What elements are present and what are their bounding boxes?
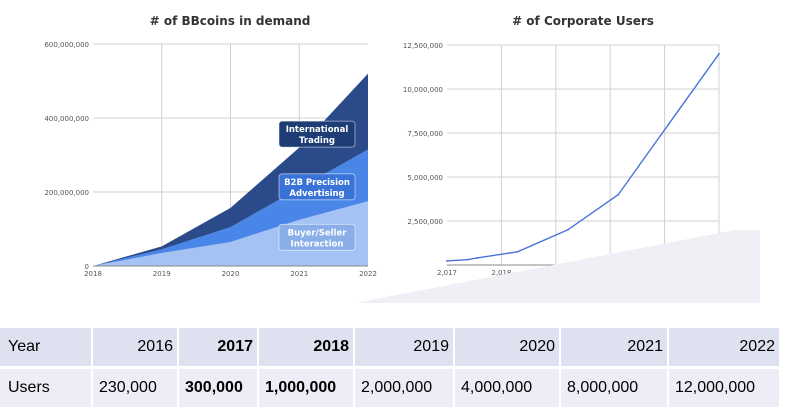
series-label-text: B2B Precision: [284, 178, 350, 188]
data-point: [446, 260, 448, 262]
y-tick-label: 600,000,000: [44, 41, 89, 49]
x-tick-label: 2019: [153, 270, 171, 278]
x-tick-label: 2020: [222, 270, 240, 278]
series-label-box: [278, 223, 356, 251]
x-tick-label: 2022: [359, 270, 377, 278]
users-cell: 8,000,000: [560, 367, 669, 410]
series-label-text: Advertising: [289, 189, 344, 199]
y-tick-label: 200,000,000: [44, 189, 89, 197]
data-point: [667, 123, 670, 126]
right-chart-title: # of Corporate Users: [512, 14, 654, 28]
y-tick-label: 12,500,000: [403, 42, 443, 50]
x-tick-label: 2,018: [491, 269, 511, 277]
year-header: Year: [0, 328, 93, 369]
area-series-2: [93, 73, 368, 266]
series-label-text: Trading: [299, 136, 335, 146]
x-tick-label: 2,017: [437, 269, 457, 277]
year-row: Year 2016 2017 2018 2019 2020 2021 2022: [0, 328, 781, 369]
series-label-text: International: [286, 125, 349, 135]
y-tick-label: 5,000,000: [407, 174, 443, 182]
y-tick-label: 2,500,000: [407, 218, 443, 226]
data-point: [476, 257, 479, 259]
y-tick-label: 7,500,000: [407, 130, 443, 138]
data-point: [516, 250, 519, 253]
y-tick-label: 10,000,000: [403, 86, 443, 94]
year-cell: 2020: [454, 328, 561, 369]
users-cell: 12,000,000: [668, 367, 781, 410]
area-series-1: [93, 149, 368, 266]
users-header: Users: [0, 367, 93, 410]
users-cell: 2,000,000: [354, 367, 455, 410]
data-point: [718, 52, 720, 55]
year-cell: 2017: [178, 328, 259, 369]
data-point: [566, 228, 569, 231]
decorative-band: [355, 230, 760, 303]
users-row: Users 230,000 300,000 1,000,000 2,000,00…: [0, 367, 781, 410]
series-label-box: [278, 120, 356, 148]
users-data-table: Year 2016 2017 2018 2019 2020 2021 2022 …: [0, 328, 781, 410]
users-cell: 230,000: [92, 367, 179, 410]
users-cell: 4,000,000: [454, 367, 561, 410]
year-cell: 2021: [560, 328, 669, 369]
year-cell: 2018: [258, 328, 355, 369]
year-cell: 2019: [354, 328, 455, 369]
y-tick-label: 400,000,000: [44, 115, 89, 123]
users-line-series: [446, 53, 720, 262]
year-cell: 2022: [668, 328, 781, 369]
series-label-text: Buyer/Seller: [288, 228, 348, 238]
users-cell: 300,000: [178, 367, 259, 410]
x-tick-label: 2018: [84, 270, 102, 278]
left-chart-title: # of BBcoins in demand: [149, 14, 311, 28]
data-point: [617, 193, 620, 196]
year-cell: 2016: [92, 328, 179, 369]
x-tick-label: 2021: [290, 270, 308, 278]
bbcoins-area-chart: 0 200,000,000 400,000,000 600,000,000 2018 20…: [44, 41, 377, 278]
y-tick-label: 0: [85, 263, 89, 271]
users-cell: 1,000,000: [258, 367, 355, 410]
series-label-box: [278, 173, 356, 201]
data-point: [466, 258, 469, 261]
series-label-text: Interaction: [291, 239, 344, 249]
